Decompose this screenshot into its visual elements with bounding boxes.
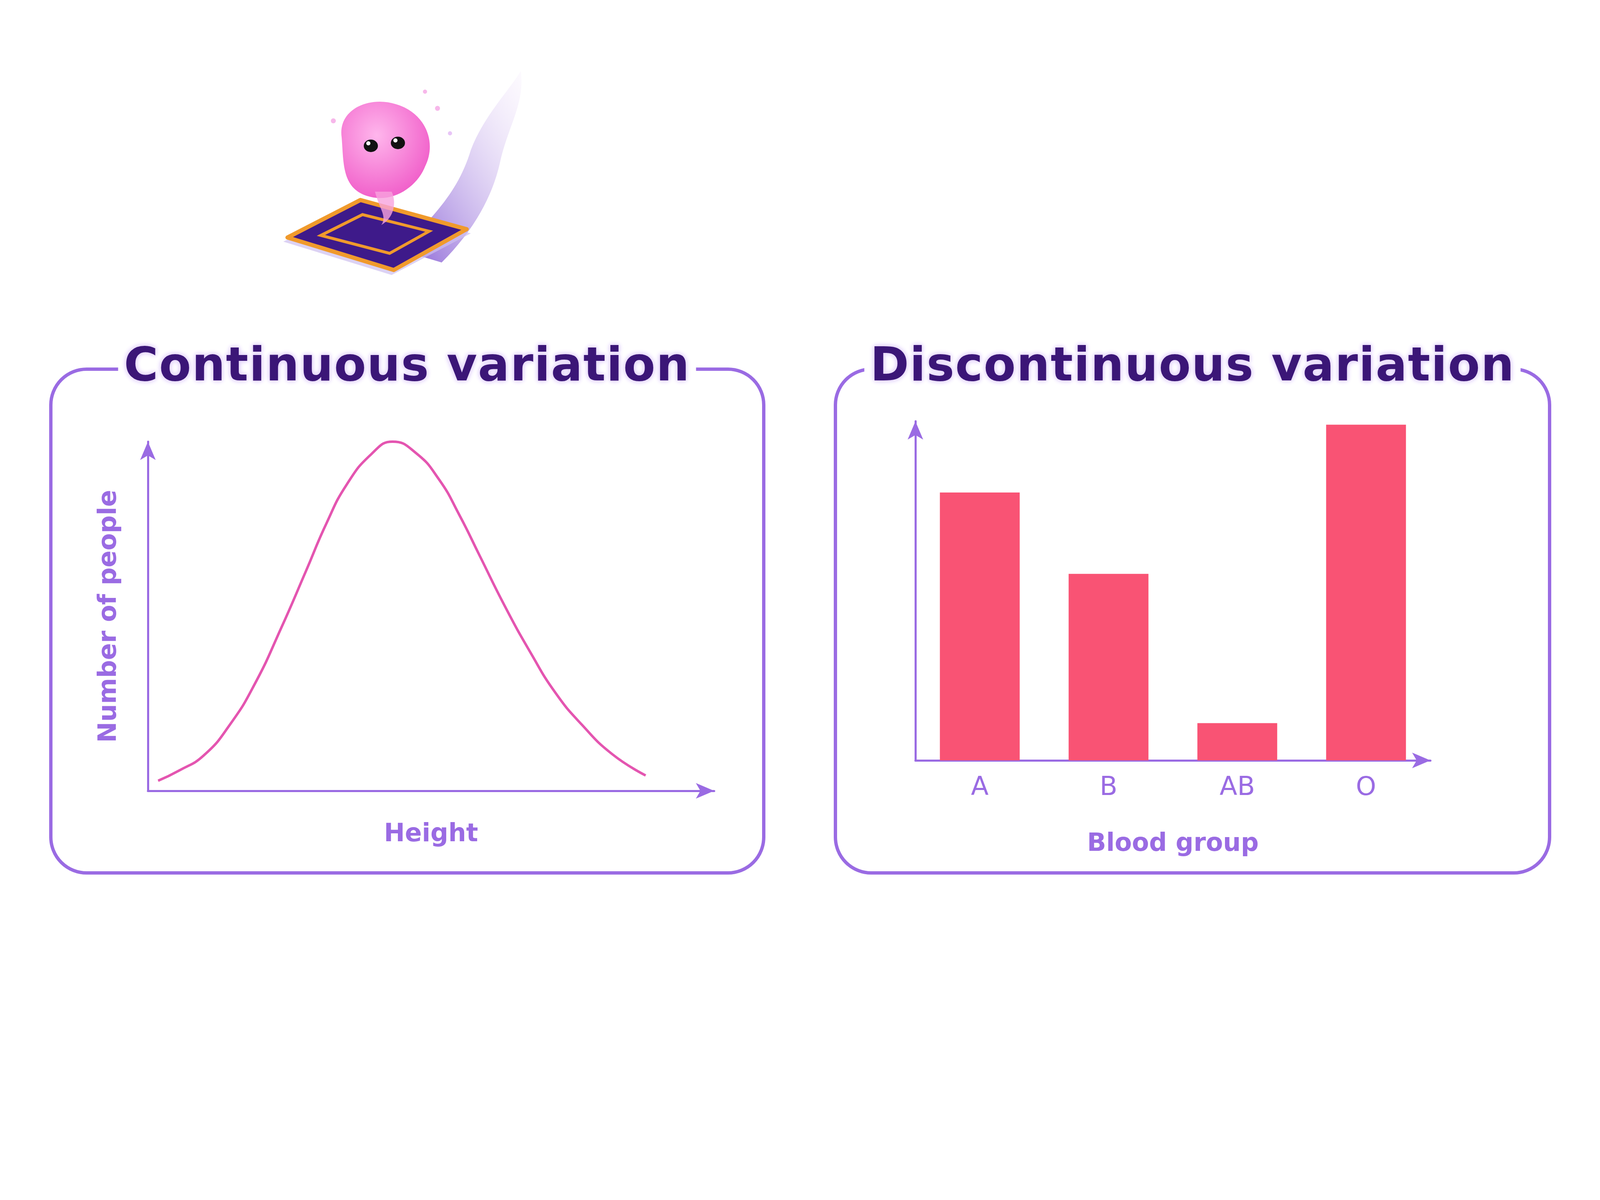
svg-text:O: O [1355,770,1377,802]
svg-text:Number of people: Number of people [92,490,122,743]
svg-text:A: A [970,770,989,802]
html-text:Discontinuous variation: Discontinuous variation [870,337,1515,392]
svg-text:B: B [1099,770,1118,802]
svg-text:Blood group: Blood group [1087,827,1259,857]
svg-text:Height: Height [384,817,479,848]
svg-text:AB: AB [1219,770,1255,802]
html-text:Continuous variation: Continuous variation [123,337,691,392]
